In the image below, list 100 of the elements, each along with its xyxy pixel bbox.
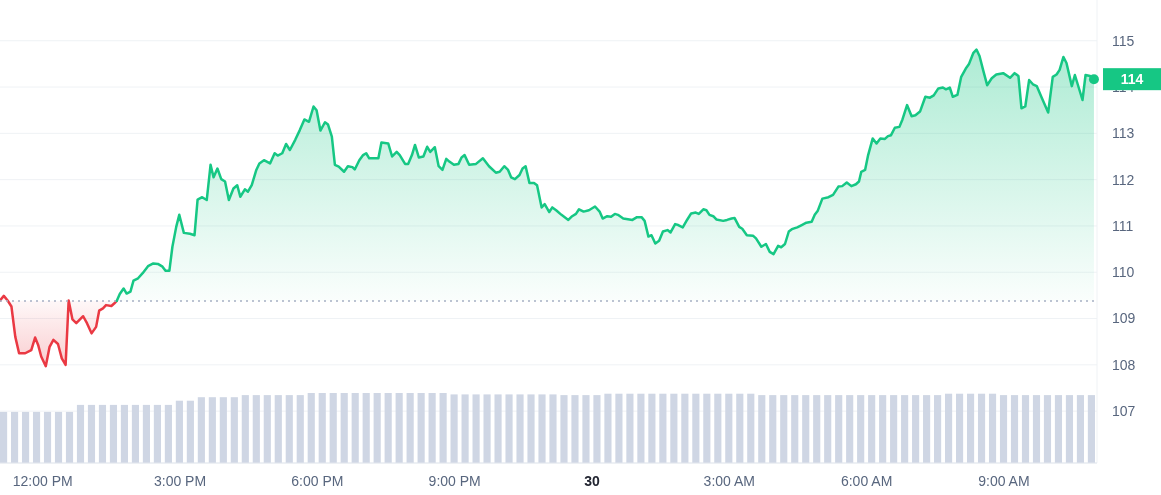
bar: [692, 393, 700, 463]
bar: [87, 404, 96, 463]
bar: [659, 393, 667, 463]
y-tick-label: 111: [1112, 217, 1134, 234]
bar: [890, 395, 898, 463]
bar: [54, 411, 63, 463]
bar: [923, 395, 931, 463]
bar: [21, 411, 30, 463]
bar: [131, 404, 139, 463]
bar: [285, 395, 293, 463]
bar: [439, 393, 447, 463]
y-tick-label: 112: [1112, 171, 1135, 188]
bar: [945, 393, 953, 463]
bar: [966, 393, 975, 463]
bar: [648, 393, 656, 463]
y-tick-label: 109: [1112, 310, 1136, 327]
bar: [318, 393, 326, 463]
bar: [912, 395, 920, 463]
bar: [241, 395, 249, 463]
bar: [1054, 395, 1063, 463]
bar: [351, 393, 359, 463]
bar: [384, 393, 392, 463]
bar: [0, 411, 8, 463]
bar: [1087, 395, 1095, 463]
y-tick-label: 107: [1112, 403, 1136, 420]
bar: [824, 395, 832, 463]
bar: [219, 397, 227, 463]
bar: [274, 395, 282, 463]
bar: [846, 395, 854, 463]
x-tick-label: 9:00 PM: [428, 473, 481, 489]
bar: [999, 395, 1008, 463]
bar: [604, 393, 612, 463]
bar: [120, 404, 129, 463]
bar: [879, 395, 887, 463]
bar: [32, 411, 41, 463]
bar: [988, 393, 997, 463]
y-tick-label: 113: [1112, 125, 1135, 142]
bar: [483, 394, 491, 463]
annotation: 114: [1120, 71, 1144, 88]
x-tick-label: 6:00 PM: [291, 473, 344, 489]
y-tick-label: 110: [1112, 264, 1135, 281]
bar: [1076, 395, 1085, 463]
bar: [593, 395, 601, 463]
bar: [1032, 395, 1041, 463]
bar: [395, 393, 403, 463]
bar: [582, 395, 590, 463]
bar: [538, 394, 546, 463]
bar: [977, 393, 986, 463]
bar: [835, 395, 843, 463]
bar: [263, 395, 271, 463]
bar: [1021, 395, 1030, 463]
bar: [1043, 395, 1052, 463]
bar: [615, 393, 623, 463]
x-tick-label: 3:00 PM: [153, 473, 207, 489]
bar: [472, 394, 480, 463]
bar: [934, 395, 942, 463]
x-tick-label: 9:00 AM: [978, 473, 1030, 489]
bar: [1010, 395, 1019, 463]
bar: [197, 397, 205, 463]
bar: [1065, 395, 1074, 463]
bar: [450, 394, 458, 463]
bar: [637, 393, 645, 463]
bar: [560, 395, 568, 463]
bar: [307, 393, 315, 463]
bar: [164, 404, 172, 463]
bar: [153, 404, 161, 463]
bar: [780, 395, 788, 463]
bar: [109, 404, 118, 463]
x-tick-label: 3:00 AM: [703, 473, 755, 489]
bar: [868, 395, 876, 463]
bar: [769, 395, 777, 463]
bar: [230, 397, 238, 463]
bar: [10, 411, 19, 463]
bar: [175, 400, 183, 463]
bar: [747, 393, 755, 463]
bar: [461, 394, 469, 463]
y-tick-label: 115: [1112, 32, 1135, 49]
bar: [703, 393, 711, 463]
bar: [373, 393, 381, 463]
bar: [494, 394, 502, 463]
bar: [252, 395, 260, 463]
bar: [791, 395, 799, 463]
bar: [758, 395, 766, 463]
bar: [296, 395, 304, 463]
bar: [681, 393, 689, 463]
bar: [736, 393, 744, 463]
bar: [76, 404, 85, 463]
bar: [505, 394, 513, 463]
bar: [329, 393, 337, 463]
bar: [362, 393, 370, 463]
bar: [626, 393, 634, 463]
bar: [98, 404, 107, 463]
bar: [43, 411, 52, 463]
bar: [186, 400, 194, 463]
bar: [549, 394, 557, 463]
bar: [527, 394, 535, 463]
bar: [725, 393, 733, 463]
bar: [65, 411, 74, 463]
bar: [428, 393, 436, 463]
bar: [142, 404, 150, 463]
